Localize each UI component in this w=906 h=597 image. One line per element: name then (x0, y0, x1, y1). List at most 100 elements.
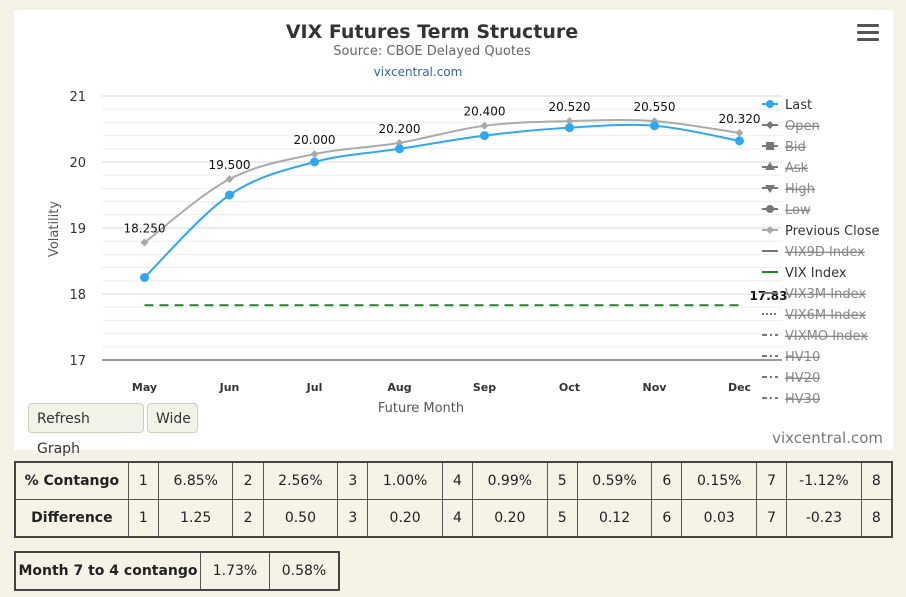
legend-item-label[interactable]: HV10 (785, 350, 820, 365)
refresh-graph-button[interactable]: Refresh Graph (28, 403, 144, 457)
x-tick-label: Dec (728, 381, 751, 394)
value-cell: -0.23 (786, 499, 862, 538)
legend-item-label[interactable]: Bid (785, 140, 806, 155)
month-number-cell: 7 (755, 461, 788, 500)
legend-square-icon (766, 142, 774, 150)
month-number-cell: 6 (651, 499, 683, 538)
row-label: % Contango (14, 461, 129, 500)
table-row: Month 7 to 4 contango 1.73% 0.58% (14, 551, 340, 591)
chart-title: VIX Futures Term Structure (286, 21, 578, 43)
value-cell: 0.20 (472, 499, 548, 538)
value-cell: 2.56% (262, 461, 339, 500)
chart-panel: VIX Futures Term Structure Source: CBOE D… (14, 10, 893, 457)
legend-diamond-icon (766, 226, 774, 234)
month-number-cell: 6 (651, 461, 683, 500)
last-point (650, 121, 659, 131)
y-tick-label: 18 (69, 288, 86, 303)
table-row: % Contango 1 6.85% 2 2.56% 3 1.00% 4 0.99% 5 0.59%… (14, 461, 893, 500)
wide-button[interactable]: Wide (147, 403, 198, 433)
previous-close-line (143, 119, 740, 244)
legend-circle-icon (766, 205, 774, 213)
month-contango-label: Month 7 to 4 contango (14, 551, 201, 591)
legend-item-label[interactable]: VIX Index (785, 266, 847, 281)
month-number-cell: 7 (755, 499, 788, 538)
last-point (735, 136, 744, 146)
value-cell: 0.12 (576, 499, 653, 538)
month-contango-table: Month 7 to 4 contango 1.73% 0.58% (14, 551, 340, 591)
legend-triangle-icon (765, 162, 775, 170)
value-cell: 1.25 (157, 499, 234, 538)
vix-index-label: 17.83 (750, 289, 788, 303)
y-tick-label: 20 (69, 156, 86, 171)
last-point (140, 273, 149, 282)
previous-close-point (140, 238, 149, 247)
previous-close-point (565, 117, 574, 126)
legend-item-label[interactable]: VIXMO Index (785, 329, 868, 344)
chart-menu-icon[interactable] (857, 24, 879, 42)
month-number-cell: 4 (441, 461, 474, 500)
value-cell: 0.15% (681, 461, 757, 500)
legend-item-label[interactable]: Last (785, 98, 812, 113)
row-label: Difference (14, 499, 129, 538)
y-tick-label: 21 (69, 90, 86, 105)
x-tick-label: Jul (306, 381, 323, 394)
x-tick-label: Jun (219, 381, 240, 394)
y-tick-label: 17 (69, 354, 86, 369)
y-tick-label: 19 (69, 222, 86, 237)
value-cell: 0.99% (472, 461, 548, 500)
last-data-label: 18.250 (124, 222, 166, 236)
month-number-cell: 5 (546, 499, 578, 538)
contango-table: % Contango 1 6.85% 2 2.56% 3 1.00% 4 0.99% 5 0.59%… (14, 461, 893, 538)
previous-close-point (225, 175, 234, 184)
month-number-cell: 4 (441, 499, 474, 538)
month-number-cell: 1 (127, 499, 159, 538)
last-data-label: 20.320 (719, 112, 761, 126)
month-number-cell: 1 (127, 461, 159, 500)
chart-subtitle: Source: CBOE Delayed Quotes (333, 44, 531, 59)
previous-close-point (310, 150, 319, 159)
legend-diamond-icon (766, 121, 774, 129)
y-axis-title: Volatility (47, 201, 62, 257)
last-data-label: 19.500 (209, 158, 251, 172)
month-contango-value: 0.58% (269, 551, 340, 591)
x-tick-label: Aug (387, 381, 411, 394)
legend-item-label[interactable]: Open (785, 119, 820, 134)
last-point (310, 157, 319, 167)
legend-triangle-down-icon (765, 185, 775, 193)
legend-item-label[interactable]: VIX3M Index (785, 287, 866, 302)
legend-item-label[interactable]: VIX6M Index (785, 308, 866, 323)
x-tick-label: Nov (643, 381, 668, 394)
x-axis-title: Future Month (378, 401, 464, 416)
month-number-cell: 3 (337, 461, 369, 500)
month-number-cell: 2 (232, 461, 264, 500)
value-cell: 6.85% (157, 461, 234, 500)
legend-item-label[interactable]: Previous Close (785, 224, 880, 239)
table-row: Difference 1 1.25 2 0.50 3 0.20 4 0.20 5 0.12 6 0.03… (14, 499, 893, 538)
value-cell: 0.03 (681, 499, 757, 538)
value-cell: 0.59% (576, 461, 653, 500)
legend-item-label[interactable]: Low (785, 203, 811, 218)
legend-circle-icon (766, 100, 774, 108)
last-point (395, 144, 404, 154)
legend-item-label[interactable]: HV20 (785, 371, 820, 386)
legend-item-label[interactable]: Ask (785, 161, 809, 176)
value-cell: 0.20 (367, 499, 443, 538)
month-number-cell: 8 (860, 461, 893, 500)
legend-item-label[interactable]: VIX9D Index (785, 245, 865, 260)
last-data-label: 20.000 (294, 133, 336, 147)
value-cell: 0.50 (262, 499, 339, 538)
x-tick-label: Sep (473, 381, 496, 394)
watermark: vixcentral.com (772, 429, 883, 447)
last-point (565, 123, 574, 133)
month-number-cell: 5 (546, 461, 578, 500)
x-tick-label: May (132, 381, 157, 394)
last-data-label: 20.400 (464, 105, 506, 119)
value-cell: 1.00% (367, 461, 443, 500)
legend-item-label[interactable]: High (785, 182, 815, 197)
last-data-label: 20.200 (379, 122, 421, 136)
value-cell: -1.12% (786, 461, 862, 500)
previous-close-point (480, 121, 489, 130)
legend-item-label[interactable]: HV30 (785, 392, 820, 407)
previous-close-point (735, 128, 744, 137)
